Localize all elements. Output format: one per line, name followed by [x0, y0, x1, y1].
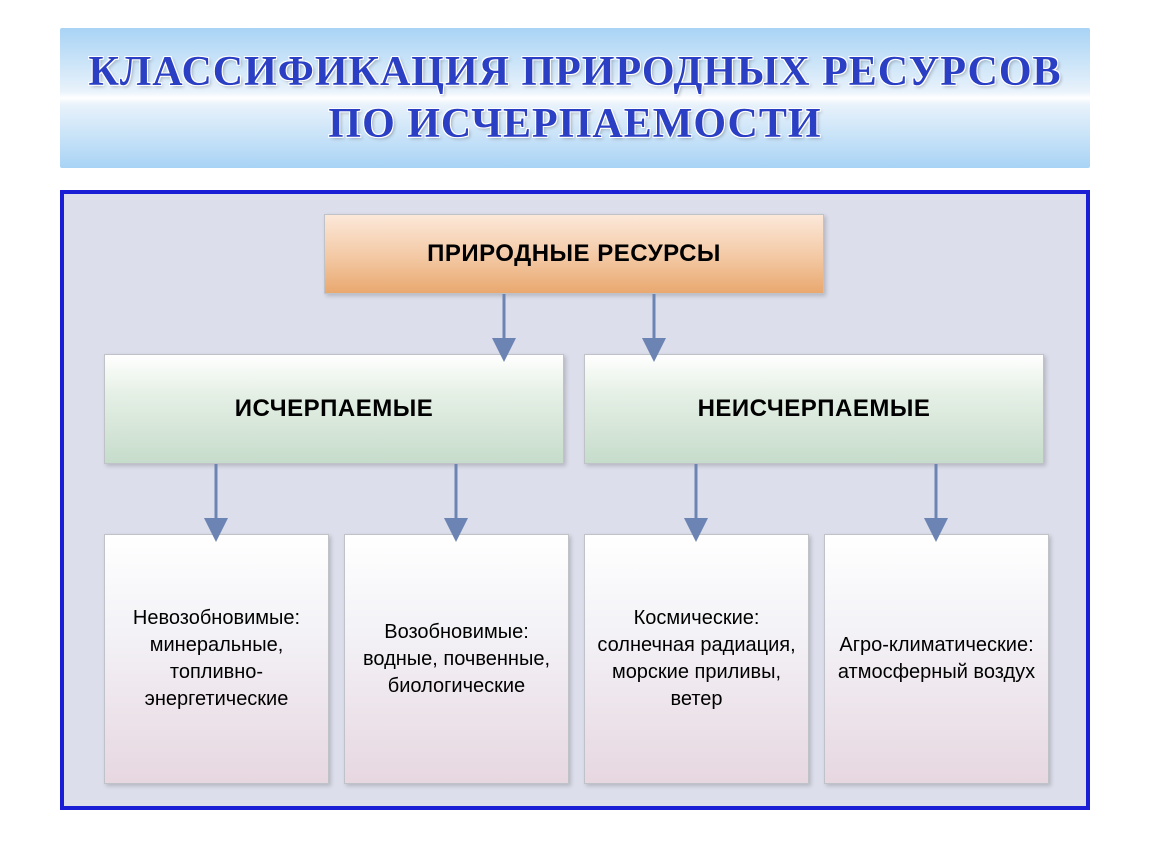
node-category-label: НЕИСЧЕРПАЕМЫЕ [698, 395, 931, 423]
title-banner: КЛАССИФИКАЦИЯ ПРИРОДНЫХ РЕСУРСОВ ПО ИСЧЕ… [60, 28, 1090, 168]
node-leaf-nonrenewable: Невозобновимые: минеральные, топливно-эн… [104, 534, 329, 784]
node-category-exhaustible: ИСЧЕРПАЕМЫЕ [104, 354, 564, 464]
node-root: ПРИРОДНЫЕ РЕСУРСЫ [324, 214, 824, 294]
node-category-label: ИСЧЕРПАЕМЫЕ [235, 395, 433, 423]
node-leaf-renewable: Возобновимые: водные, почвенные, биологи… [344, 534, 569, 784]
node-category-inexhaustible: НЕИСЧЕРПАЕМЫЕ [584, 354, 1044, 464]
diagram-frame: ПРИРОДНЫЕ РЕСУРСЫ ИСЧЕРПАЕМЫЕ НЕИСЧЕРПАЕ… [60, 190, 1090, 810]
node-leaf-text: Невозобновимые: минеральные, топливно-эн… [115, 605, 318, 713]
node-leaf-text: Агро-климатические: атмосферный воздух [835, 632, 1038, 686]
node-leaf-agroclimatic: Агро-климатические: атмосферный воздух [824, 534, 1049, 784]
node-root-label: ПРИРОДНЫЕ РЕСУРСЫ [427, 240, 721, 268]
page-title: КЛАССИФИКАЦИЯ ПРИРОДНЫХ РЕСУРСОВ ПО ИСЧЕ… [60, 46, 1090, 151]
node-leaf-text: Космические: солнечная радиация, морские… [595, 605, 798, 713]
node-leaf-cosmic: Космические: солнечная радиация, морские… [584, 534, 809, 784]
node-leaf-text: Возобновимые: водные, почвенные, биологи… [355, 619, 558, 700]
